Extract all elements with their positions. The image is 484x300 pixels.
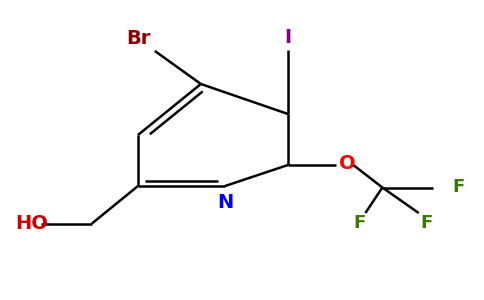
Text: F: F xyxy=(353,214,365,232)
Text: N: N xyxy=(217,194,233,212)
Text: F: F xyxy=(421,214,433,232)
Text: O: O xyxy=(339,154,356,173)
Text: I: I xyxy=(285,28,291,47)
Text: F: F xyxy=(453,178,465,196)
Text: HO: HO xyxy=(15,214,48,233)
Text: Br: Br xyxy=(126,29,150,49)
